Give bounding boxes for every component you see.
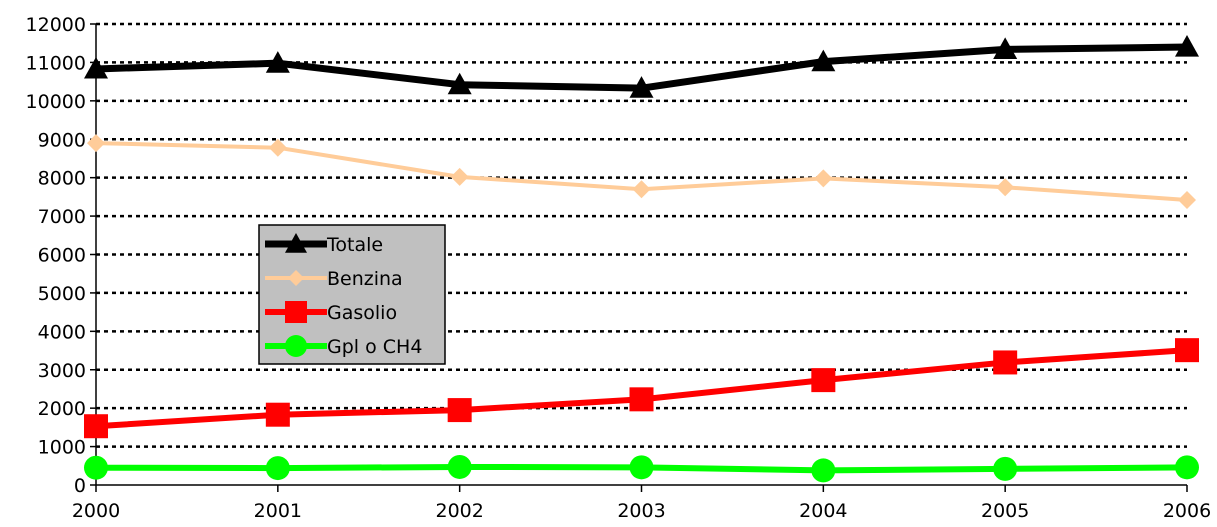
axes: 0 1000 2000 3000 4000 5000 6000 7000 8000 9000 100… [26, 14, 1212, 522]
y-tick-label: 2000 [38, 398, 86, 420]
data-point [1175, 338, 1199, 363]
data-point [84, 56, 108, 79]
y-tick-label: 6000 [38, 245, 86, 267]
data-point [629, 387, 654, 412]
legend-item: Gasolio [265, 301, 397, 324]
data-point [993, 37, 1018, 59]
data-point [450, 167, 469, 186]
series-layer [84, 35, 1199, 483]
legend-label: Gasolio [327, 302, 397, 324]
series-benzina [87, 134, 1196, 209]
data-point [447, 398, 472, 423]
data-point [447, 454, 472, 479]
x-tick-label: 2001 [254, 500, 302, 522]
data-point [87, 134, 105, 153]
y-tick-label: 11000 [26, 52, 86, 74]
data-point [1178, 190, 1196, 209]
legend-marker [285, 335, 307, 357]
y-tick-label: 9000 [38, 129, 86, 151]
series-gpl-o-ch4 [84, 454, 1199, 483]
data-point [268, 138, 287, 157]
x-tick-label: 2005 [981, 500, 1029, 522]
data-point [265, 456, 290, 481]
data-point [811, 458, 836, 483]
y-tick-label: 7000 [38, 206, 86, 228]
series-gasolio [84, 338, 1199, 439]
x-tick-label: 2004 [799, 500, 847, 522]
data-point [629, 455, 654, 480]
y-tick-label: 10000 [26, 91, 86, 113]
legend-item: Totale [265, 233, 383, 256]
data-point [629, 76, 654, 98]
data-point [265, 51, 290, 73]
y-tick-label: 5000 [38, 283, 86, 305]
legend-item: Gpl o CH4 [265, 335, 422, 358]
x-tick-label: 2003 [617, 500, 665, 522]
data-point [811, 49, 836, 72]
legend-item: Benzina [265, 268, 403, 290]
y-tick-label: 1000 [38, 437, 86, 459]
legend-label: Gpl o CH4 [327, 336, 422, 358]
data-point [993, 456, 1018, 481]
data-point [1175, 455, 1199, 480]
y-tick-label: 12000 [26, 14, 86, 36]
data-point [811, 368, 836, 393]
y-tick-label: 8000 [38, 168, 86, 190]
legend: Totale Benzina Gasolio Gpl o CH4 [258, 224, 446, 365]
y-tick-label: 4000 [38, 321, 86, 343]
x-tick-label: 2000 [72, 500, 120, 522]
legend-marker [285, 301, 307, 323]
x-tick-label: 2002 [435, 500, 483, 522]
legend-label: Benzina [327, 268, 403, 290]
legend-marker [288, 270, 304, 286]
data-point [84, 455, 108, 480]
data-point [996, 178, 1015, 197]
series-totale [84, 35, 1199, 98]
data-point [265, 402, 290, 427]
x-tick-label: 2006 [1163, 500, 1211, 522]
data-point [632, 180, 651, 199]
legend-label: Totale [326, 234, 383, 256]
data-point [993, 350, 1018, 375]
y-tick-label: 0 [74, 475, 86, 497]
y-tick-label: 3000 [38, 360, 86, 382]
data-point [814, 169, 833, 188]
legend-marker [285, 233, 307, 253]
data-point [1175, 35, 1199, 57]
data-point [447, 72, 472, 95]
data-point [84, 414, 108, 439]
